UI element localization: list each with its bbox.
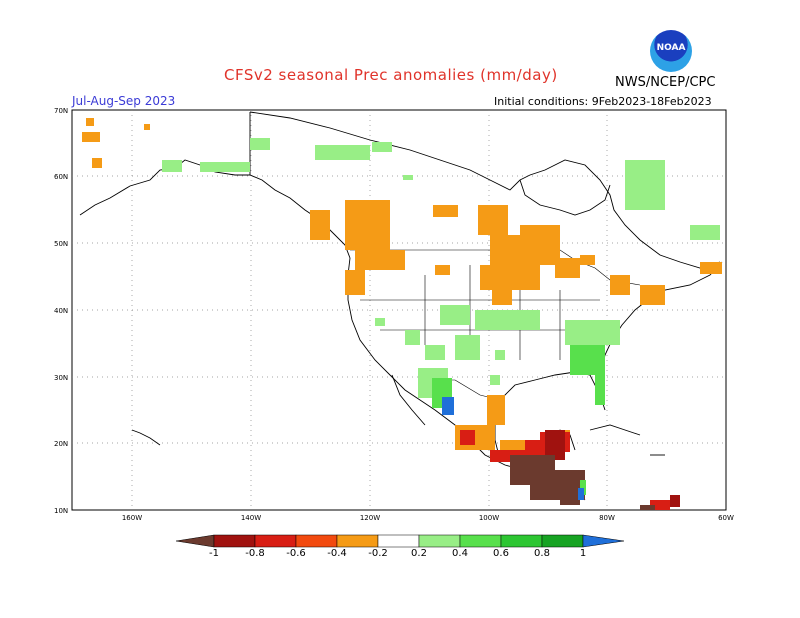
lat-label: 10N	[54, 507, 68, 515]
lat-label: 60N	[54, 173, 68, 181]
lat-label: 40N	[54, 307, 68, 315]
legend-tick: -0.2	[368, 548, 388, 559]
lon-label: 100W	[479, 514, 499, 522]
lat-label: 70N	[54, 107, 68, 115]
legend-swatch	[582, 534, 625, 548]
anomaly-shading	[82, 118, 722, 510]
color-legend	[175, 534, 625, 548]
initial-conditions-label: Initial conditions: 9Feb2023-18Feb2023	[494, 95, 712, 108]
lat-label: 30N	[54, 374, 68, 382]
legend-swatch	[500, 534, 543, 548]
legend-swatch	[254, 534, 297, 548]
legend-tick: -1	[209, 548, 219, 559]
legend-swatch	[175, 534, 215, 548]
legend-tick: -0.8	[245, 548, 265, 559]
legend-tick: 0.4	[452, 548, 468, 559]
legend-swatch	[541, 534, 584, 548]
latitude-labels: 70N 60N 50N 40N 30N 20N 10N	[54, 107, 68, 515]
graticule	[72, 110, 726, 510]
lon-label: 120W	[360, 514, 380, 522]
legend-swatch	[295, 534, 338, 548]
lon-label: 160W	[122, 514, 142, 522]
lat-label: 50N	[54, 240, 68, 248]
legend-swatch	[213, 534, 256, 548]
lon-label: 80W	[599, 514, 615, 522]
legend-swatch	[418, 534, 461, 548]
org-label: NWS/NCEP/CPC	[615, 75, 716, 90]
coastlines	[79, 111, 723, 501]
legend-tick: 1	[579, 548, 587, 559]
legend-tick: 0.6	[493, 548, 509, 559]
legend-tick: 0.2	[411, 548, 427, 559]
season-label: Jul-Aug-Sep 2023	[72, 94, 176, 108]
lon-label: 140W	[241, 514, 261, 522]
legend-tick: -0.6	[286, 548, 306, 559]
legend-tick: 0.8	[534, 548, 550, 559]
map-title: CFSv2 seasonal Prec anomalies (mm/day)	[224, 66, 558, 84]
noaa-logo: NOAA	[650, 30, 692, 72]
lat-label: 20N	[54, 440, 68, 448]
noaa-logo-text: NOAA	[656, 43, 686, 53]
legend-tick: -0.4	[327, 548, 347, 559]
longitude-labels: 160W 140W 120W 100W 80W 60W	[122, 514, 734, 522]
legend-swatch	[336, 534, 379, 548]
lon-label: 60W	[718, 514, 734, 522]
legend-swatch	[459, 534, 502, 548]
legend-swatch	[377, 534, 420, 548]
